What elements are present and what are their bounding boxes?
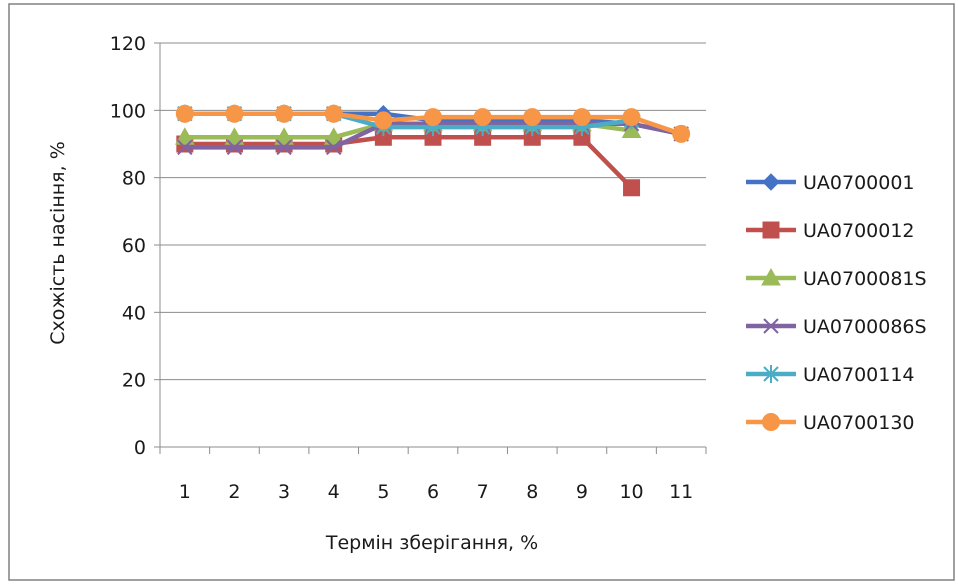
legend-marker (763, 318, 779, 334)
legend-label: UA0700086S (803, 316, 927, 338)
legend-label: UA0700114 (803, 364, 915, 386)
y-tick-label: 100 (110, 100, 146, 122)
legend-item: UA0700001 (746, 172, 915, 194)
legend-marker (762, 173, 780, 191)
data-point (473, 108, 492, 127)
data-point (572, 108, 591, 127)
data-point (324, 104, 343, 123)
data-point (672, 124, 691, 143)
y-tick-label: 40 (122, 302, 146, 324)
legend-item: UA0700012 (746, 220, 915, 242)
legend-label: UA0700081S (803, 268, 927, 290)
data-point (374, 111, 393, 130)
data-point (226, 139, 243, 156)
legend-marker (762, 413, 780, 431)
x-tick-label: 9 (576, 481, 588, 503)
data-point (323, 127, 344, 145)
legend-item: UA0700086S (746, 316, 927, 338)
legend-item: UA0700114 (746, 364, 915, 386)
data-point (424, 108, 442, 127)
series (174, 104, 691, 197)
x-tick-label: 11 (669, 481, 693, 503)
legend-label: UA0700130 (803, 412, 915, 434)
legend-item: UA0700081S (746, 267, 927, 290)
data-point (225, 104, 244, 123)
x-tick-label: 3 (278, 481, 290, 503)
legend-label: UA0700001 (803, 172, 915, 194)
data-point (174, 127, 195, 145)
data-point (175, 104, 194, 123)
x-tick-label: 10 (619, 481, 643, 503)
data-point (622, 108, 641, 127)
x-tick-label: 1 (179, 481, 191, 503)
x-tick-label: 7 (477, 481, 489, 503)
series-line (184, 135, 634, 190)
data-point (224, 127, 245, 145)
data-point (623, 179, 641, 197)
data-point (523, 108, 542, 127)
data-point (275, 104, 294, 123)
y-tick-label: 60 (122, 235, 146, 257)
data-point (276, 139, 292, 156)
data-point (274, 127, 294, 145)
legend-marker (761, 267, 781, 286)
x-axis-title: Термін зберігання, % (325, 532, 538, 554)
x-tick-label: 6 (427, 481, 439, 503)
x-tick-label: 8 (526, 481, 538, 503)
legend-marker (762, 221, 780, 239)
y-tick-label: 120 (110, 33, 146, 55)
y-axis-title: Схожість насіння, % (47, 141, 69, 344)
x-tick-label: 2 (228, 481, 240, 503)
legend-label: UA0700012 (803, 220, 915, 242)
x-tick-label: 5 (377, 481, 389, 503)
series-UA0700130 (175, 104, 691, 143)
x-tick-labels: 1 2 3 4 5 6 7 8 9 10 11 (179, 481, 694, 503)
y-tick-label: 0 (134, 437, 146, 459)
x-tick-label: 4 (328, 481, 340, 503)
data-point (177, 139, 193, 156)
y-tick-labels: 0 20 40 60 80 100 120 (110, 33, 146, 459)
legend-marker (763, 365, 779, 383)
y-tick-label: 80 (122, 168, 146, 190)
y-tick-label: 20 (122, 370, 146, 392)
chart-border (8, 3, 955, 581)
data-point (326, 139, 342, 156)
legend: UA0700001 UA0700012 UA0700081S UA0700086S UA… (746, 172, 927, 434)
legend-item: UA0700130 (746, 412, 915, 434)
axes (154, 42, 707, 454)
